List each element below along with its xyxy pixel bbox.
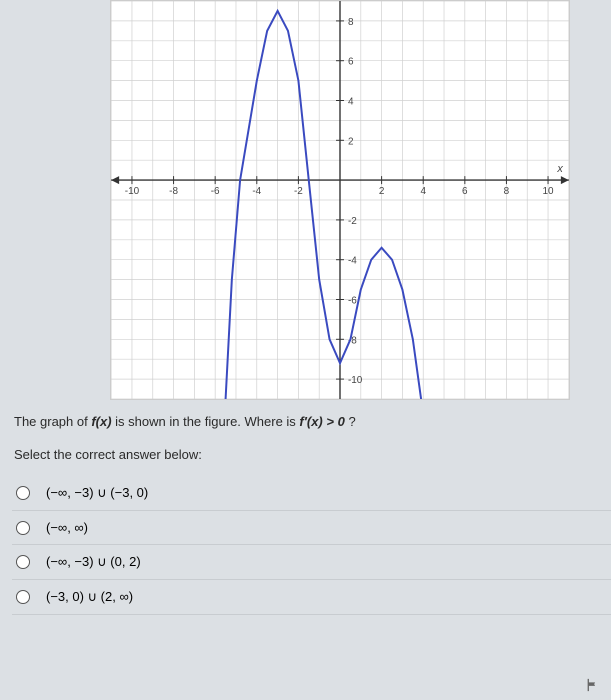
radio-icon (16, 555, 30, 569)
instruction-text: Select the correct answer below: (14, 447, 611, 462)
question-text: The graph of f(x) is shown in the figure… (14, 414, 611, 429)
radio-icon (16, 521, 30, 535)
radio-icon (16, 590, 30, 604)
answer-option-3[interactable]: (−∞, −3) ∪ (0, 2) (12, 545, 611, 580)
answer-label: (−∞, −3) ∪ (0, 2) (46, 554, 141, 570)
svg-text:-2: -2 (294, 186, 303, 197)
graph-panel: -10-8-6-4-2246810-10-8-6-4-22468x (110, 0, 570, 400)
answer-list: (−∞, −3) ∪ (−3, 0) (−∞, ∞) (−∞, −3) ∪ (0… (12, 476, 611, 615)
svg-text:8: 8 (348, 17, 354, 28)
svg-text:10: 10 (543, 186, 555, 197)
answer-label: (−∞, ∞) (46, 520, 88, 535)
svg-text:6: 6 (348, 57, 354, 68)
radio-icon (16, 486, 30, 500)
svg-text:-2: -2 (348, 216, 357, 227)
svg-text:-4: -4 (252, 186, 261, 197)
q-prefix: The graph of (14, 414, 91, 429)
q-suffix: ? (348, 414, 355, 429)
q-fx: f(x) (91, 414, 111, 429)
svg-text:-6: -6 (348, 295, 357, 306)
svg-text:2: 2 (348, 136, 354, 147)
svg-text:4: 4 (348, 96, 354, 107)
svg-text:-8: -8 (169, 186, 178, 197)
answer-label: (−3, 0) ∪ (2, ∞) (46, 589, 133, 605)
svg-text:-10: -10 (125, 186, 140, 197)
svg-text:2: 2 (379, 186, 385, 197)
q-fprime: f′(x) > 0 (299, 414, 344, 429)
svg-text:6: 6 (462, 186, 468, 197)
answer-label: (−∞, −3) ∪ (−3, 0) (46, 485, 148, 501)
function-chart: -10-8-6-4-2246810-10-8-6-4-22468x (111, 1, 569, 399)
svg-text:-10: -10 (348, 375, 363, 386)
answer-option-2[interactable]: (−∞, ∞) (12, 511, 611, 545)
svg-text:-4: -4 (348, 256, 357, 267)
svg-text:-6: -6 (211, 186, 220, 197)
answer-option-1[interactable]: (−∞, −3) ∪ (−3, 0) (12, 476, 611, 511)
svg-text:8: 8 (504, 186, 510, 197)
q-mid: is shown in the figure. Where is (115, 414, 299, 429)
svg-text:4: 4 (420, 186, 426, 197)
flag-icon[interactable] (585, 678, 599, 692)
svg-text:x: x (556, 163, 563, 175)
answer-option-4[interactable]: (−3, 0) ∪ (2, ∞) (12, 580, 611, 615)
